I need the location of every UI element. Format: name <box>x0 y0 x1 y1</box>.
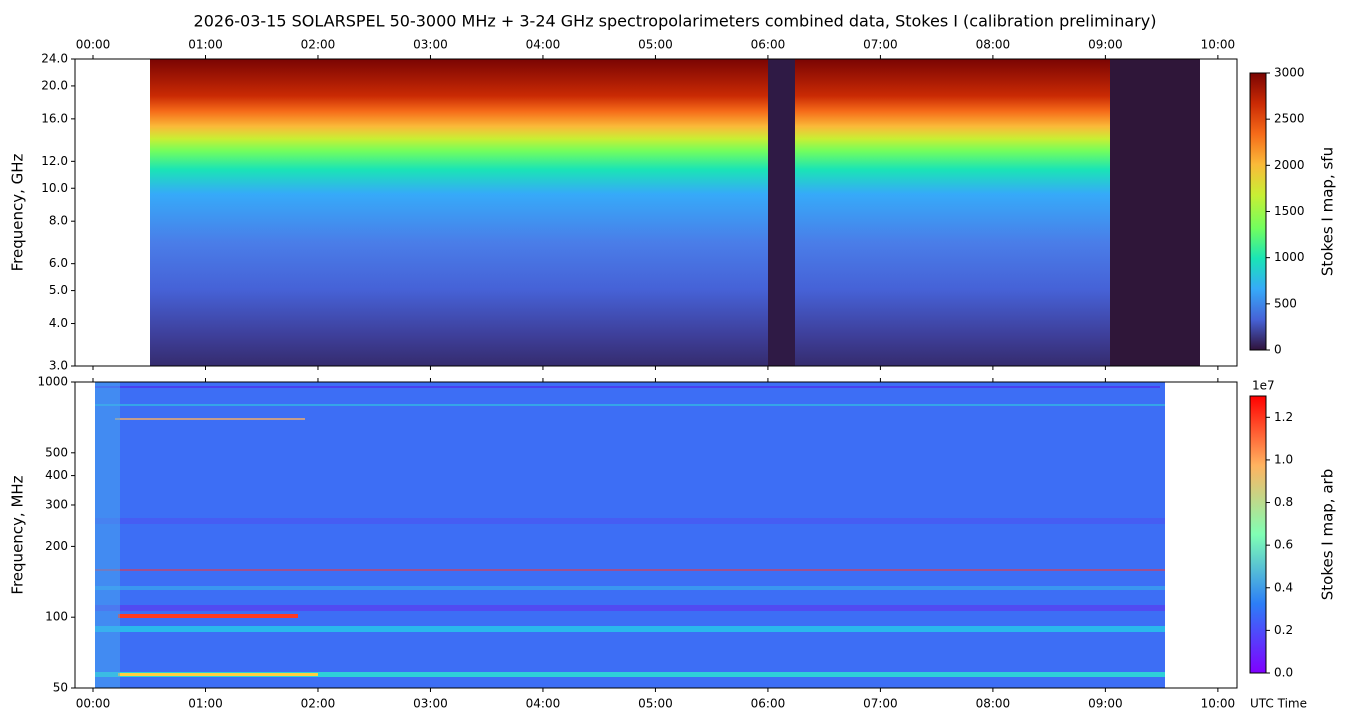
colorbar-label: Stokes I map, sfu <box>1319 147 1337 276</box>
plot-frame <box>74 58 1238 367</box>
y-tick-label: 24.0 <box>41 52 68 66</box>
colorbar-tick-label: 2500 <box>1274 112 1305 126</box>
y-tick-label: 20.0 <box>41 78 68 92</box>
x-tick-label: 06:00 <box>751 697 786 711</box>
y-tick-label: 5.0 <box>49 283 68 297</box>
y-tick-label: 4.0 <box>49 316 68 330</box>
y-tick-label: 300 <box>45 497 68 511</box>
y-tick-label: 400 <box>45 468 68 482</box>
colorbar-tick-label: 1.2 <box>1274 410 1293 424</box>
x-axis-label: UTC Time <box>1250 697 1307 711</box>
x-tick-label: 04:00 <box>526 38 561 52</box>
x-tick-label: 07:00 <box>863 38 898 52</box>
x-tick-label: 00:00 <box>76 38 111 52</box>
y-tick-label: 500 <box>45 445 68 459</box>
y-tick-label: 100 <box>45 610 68 624</box>
colorbar-tick-label: 0.0 <box>1274 666 1293 680</box>
colorbar-tick-label: 3000 <box>1274 66 1305 80</box>
colorbar-tick-label: 0 <box>1274 343 1282 357</box>
colorbar-tick-label: 0.6 <box>1274 538 1293 552</box>
colorbar-tick-label: 500 <box>1274 296 1297 310</box>
x-tick-label: 10:00 <box>1201 38 1236 52</box>
colorbar-tick-label: 0.8 <box>1274 495 1293 509</box>
y-tick-label: 10.0 <box>41 181 68 195</box>
colorbar-tick-label: 1000 <box>1274 250 1305 264</box>
x-tick-label: 09:00 <box>1088 697 1123 711</box>
x-tick-label: 03:00 <box>413 697 448 711</box>
ghz-spectrogram <box>150 59 1200 366</box>
x-tick-label: 08:00 <box>976 697 1011 711</box>
y-tick-label: 6.0 <box>49 256 68 270</box>
x-tick-label: 02:00 <box>301 38 336 52</box>
colorbar-label: Stokes I map, arb <box>1319 469 1337 600</box>
colorbar-tick-label: 2000 <box>1274 158 1305 172</box>
y-tick-label: 1000 <box>37 375 68 389</box>
x-tick-label: 01:00 <box>188 38 223 52</box>
y-axis-label: Frequency, MHz <box>9 475 27 594</box>
x-tick-label: 01:00 <box>188 697 223 711</box>
y-tick-label: 16.0 <box>41 111 68 125</box>
colorbar-frame <box>1249 395 1267 674</box>
x-tick-label: 09:00 <box>1088 38 1123 52</box>
x-tick-label: 05:00 <box>638 38 673 52</box>
y-axis-label: Frequency, GHz <box>9 153 27 271</box>
y-tick-label: 3.0 <box>49 359 68 373</box>
x-tick-label: 08:00 <box>976 38 1011 52</box>
mhz-spectrogram <box>95 382 1165 688</box>
x-tick-label: 02:00 <box>301 697 336 711</box>
y-tick-label: 8.0 <box>49 214 68 228</box>
x-tick-label: 07:00 <box>863 697 898 711</box>
title: 2026-03-15 SOLARSPEL 50-3000 MHz + 3-24 … <box>194 12 1157 31</box>
colorbar-scale: 1e7 <box>1252 379 1275 393</box>
x-tick-label: 10:00 <box>1201 697 1236 711</box>
x-tick-label: 04:00 <box>526 697 561 711</box>
x-tick-label: 00:00 <box>76 697 111 711</box>
y-tick-label: 12.0 <box>41 154 68 168</box>
colorbar <box>1250 396 1266 673</box>
x-tick-label: 05:00 <box>638 697 673 711</box>
plot-frame <box>74 381 1238 689</box>
colorbar <box>1250 73 1266 350</box>
colorbar-tick-label: 1500 <box>1274 204 1305 218</box>
colorbar-tick-label: 1.0 <box>1274 452 1293 466</box>
x-tick-label: 03:00 <box>413 38 448 52</box>
colorbar-frame <box>1249 72 1267 351</box>
y-tick-label: 50 <box>53 681 68 695</box>
colorbar-tick-label: 0.4 <box>1274 580 1293 594</box>
colorbar-tick-label: 0.2 <box>1274 623 1293 637</box>
x-tick-label: 06:00 <box>751 38 786 52</box>
y-tick-label: 200 <box>45 539 68 553</box>
